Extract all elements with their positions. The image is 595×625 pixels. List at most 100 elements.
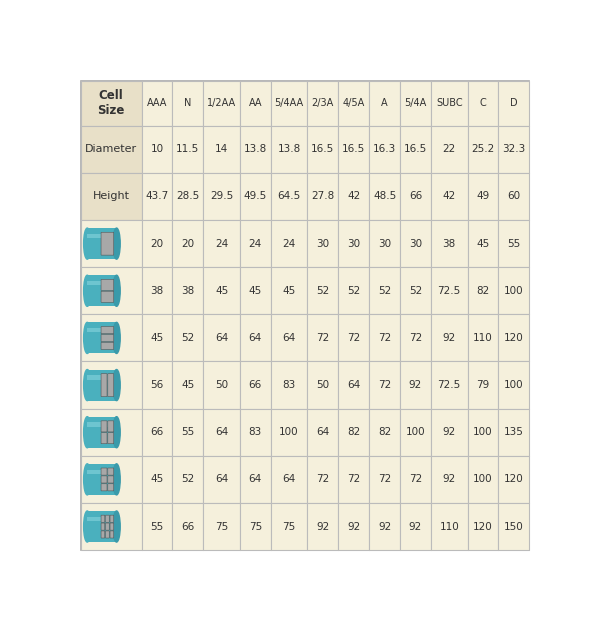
Text: 66: 66 [151, 428, 164, 438]
Text: 60: 60 [508, 191, 521, 201]
FancyBboxPatch shape [108, 432, 114, 444]
Bar [142, 220, 173, 268]
Text: 64: 64 [215, 333, 228, 343]
FancyBboxPatch shape [108, 421, 114, 432]
Bar [142, 314, 173, 361]
Bar [240, 503, 271, 550]
FancyBboxPatch shape [110, 515, 114, 522]
Bar [271, 361, 308, 409]
Bar [87, 422, 108, 427]
Text: 82: 82 [477, 286, 490, 296]
Ellipse shape [84, 228, 91, 259]
FancyBboxPatch shape [101, 531, 105, 538]
Bar [308, 220, 339, 268]
Bar [400, 409, 431, 456]
Text: 29.5: 29.5 [210, 191, 233, 201]
Bar [369, 81, 400, 126]
Bar [173, 314, 203, 361]
Text: 42: 42 [443, 191, 456, 201]
Bar [308, 409, 339, 456]
Bar [308, 503, 339, 550]
Text: 82: 82 [378, 428, 392, 438]
Text: 72: 72 [378, 474, 392, 484]
Text: 52: 52 [409, 286, 422, 296]
Bar [87, 322, 117, 354]
Bar [87, 369, 117, 401]
Bar [173, 268, 203, 314]
Text: 48.5: 48.5 [373, 191, 396, 201]
Bar [339, 361, 369, 409]
FancyBboxPatch shape [101, 374, 107, 397]
Ellipse shape [84, 275, 91, 306]
Text: 135: 135 [504, 428, 524, 438]
Text: 45: 45 [283, 286, 296, 296]
Bar [499, 503, 530, 550]
Ellipse shape [113, 369, 120, 401]
FancyBboxPatch shape [108, 468, 114, 475]
Bar [369, 409, 400, 456]
Bar [431, 456, 468, 503]
Text: 100: 100 [504, 286, 524, 296]
Bar [431, 220, 468, 268]
Bar [499, 409, 530, 456]
Bar [339, 173, 369, 220]
Bar [400, 173, 431, 220]
FancyBboxPatch shape [110, 523, 114, 530]
FancyBboxPatch shape [101, 334, 114, 341]
Ellipse shape [113, 464, 120, 495]
Text: 100: 100 [406, 428, 425, 438]
Bar [431, 126, 468, 173]
Text: 64: 64 [283, 333, 296, 343]
Bar [431, 503, 468, 550]
Bar [271, 268, 308, 314]
FancyBboxPatch shape [101, 421, 107, 432]
Text: 64: 64 [249, 474, 262, 484]
Bar [499, 220, 530, 268]
Text: 79: 79 [477, 380, 490, 390]
Text: 55: 55 [151, 521, 164, 531]
Bar [203, 173, 240, 220]
Text: AA: AA [249, 99, 262, 109]
Bar [308, 173, 339, 220]
Text: 92: 92 [378, 521, 392, 531]
Bar [468, 503, 499, 550]
Bar [468, 409, 499, 456]
Bar [468, 81, 499, 126]
Text: 45: 45 [151, 474, 164, 484]
Bar [499, 314, 530, 361]
Text: 83: 83 [249, 428, 262, 438]
Bar [240, 409, 271, 456]
Text: 25.2: 25.2 [471, 144, 494, 154]
Bar [499, 361, 530, 409]
Ellipse shape [84, 369, 91, 401]
Text: 45: 45 [151, 333, 164, 343]
Bar [203, 314, 240, 361]
Text: 66: 66 [249, 380, 262, 390]
FancyBboxPatch shape [101, 291, 114, 302]
Text: Height: Height [93, 191, 130, 201]
Ellipse shape [113, 417, 120, 447]
Text: 92: 92 [409, 521, 422, 531]
Bar [142, 81, 173, 126]
Text: 100: 100 [279, 428, 299, 438]
Text: 28.5: 28.5 [176, 191, 199, 201]
Bar [173, 81, 203, 126]
FancyBboxPatch shape [108, 476, 114, 483]
Ellipse shape [84, 464, 91, 495]
Bar [203, 81, 240, 126]
Text: 100: 100 [504, 380, 524, 390]
Text: 42: 42 [347, 191, 361, 201]
Bar [431, 81, 468, 126]
Ellipse shape [113, 228, 120, 259]
FancyBboxPatch shape [101, 484, 107, 491]
Bar [240, 173, 271, 220]
Bar [400, 268, 431, 314]
Text: 92: 92 [347, 521, 361, 531]
Text: 52: 52 [181, 474, 195, 484]
Bar [400, 220, 431, 268]
Bar [369, 268, 400, 314]
Text: 5/4A: 5/4A [405, 99, 427, 109]
Ellipse shape [113, 322, 120, 354]
Text: A: A [381, 99, 388, 109]
Text: 4/5A: 4/5A [343, 99, 365, 109]
